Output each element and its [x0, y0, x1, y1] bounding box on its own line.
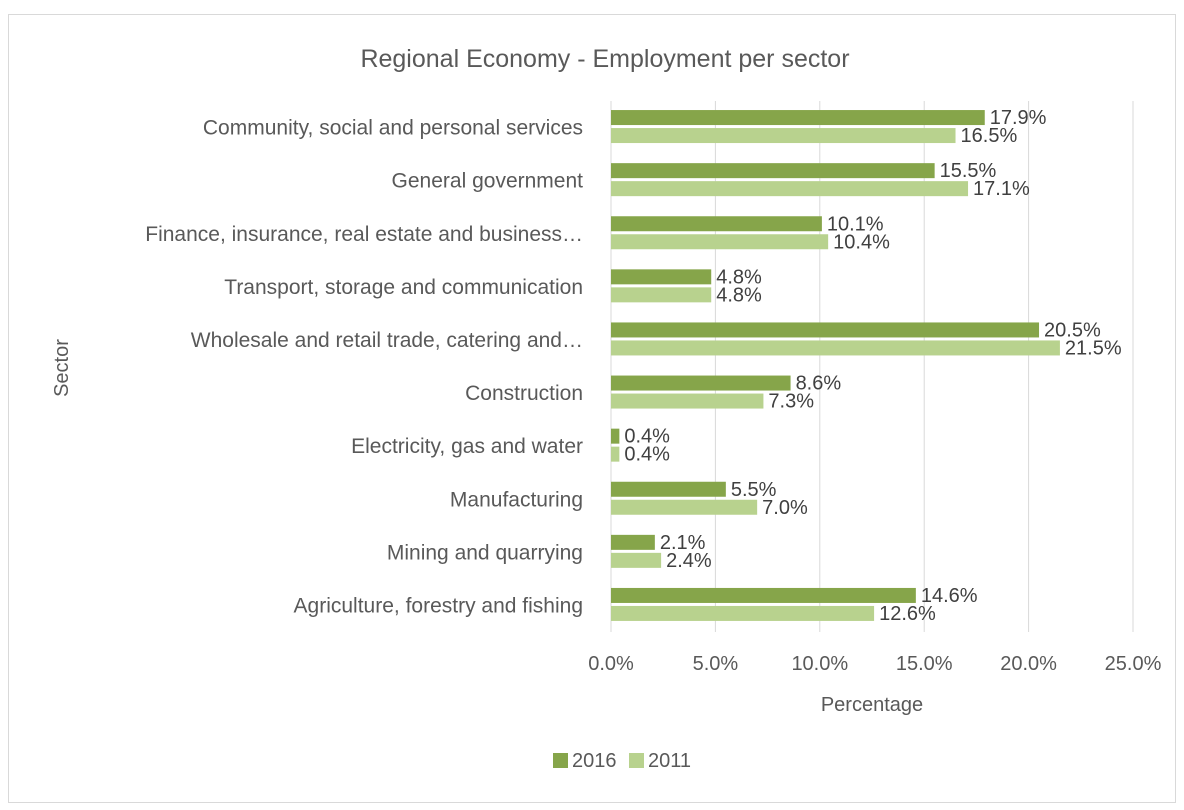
bar-2016: [611, 534, 655, 550]
data-label-2011: 17.1%: [973, 178, 1030, 200]
legend-label-2016: 2016: [572, 750, 617, 772]
data-label-2011: 7.0%: [762, 497, 808, 519]
bar-2011: [611, 287, 712, 303]
bar-2011: [611, 446, 620, 462]
bar-2011: [611, 234, 829, 250]
x-tick-label: 0.0%: [588, 653, 634, 675]
x-tick-label: 15.0%: [896, 653, 953, 675]
data-label-2016: 17.9%: [990, 107, 1047, 129]
y-axis-title: Sector: [51, 339, 73, 397]
category-label: Community, social and personal services: [203, 117, 583, 140]
x-tick-label: 10.0%: [791, 653, 848, 675]
bar-2011: [611, 181, 969, 197]
x-tick-label: 5.0%: [693, 653, 739, 675]
bar-2011: [611, 340, 1060, 356]
bar-2016: [611, 269, 712, 285]
bar-2011: [611, 605, 875, 621]
data-label-2016: 20.5%: [1044, 319, 1101, 341]
legend-label-2011: 2011: [648, 750, 691, 772]
bar-2016: [611, 481, 726, 497]
data-label-2016: 5.5%: [731, 479, 777, 501]
x-axis-title: Percentage: [821, 694, 923, 716]
category-label: Wholesale and retail trade, catering and…: [191, 329, 583, 352]
data-label-2016: 4.8%: [716, 266, 762, 288]
category-label: Transport, storage and communication: [224, 276, 583, 299]
x-tick-label: 20.0%: [1000, 653, 1057, 675]
bar-2011: [611, 499, 758, 515]
bars: [611, 110, 1060, 621]
category-label: Finance, insurance, real estate and busi…: [145, 223, 583, 246]
data-label-2016: 8.6%: [796, 373, 842, 395]
x-tick-labels: 0.0% 5.0% 10.0% 15.0% 20.0% 25.0%: [588, 653, 1161, 675]
data-label-2016: 14.6%: [921, 585, 978, 607]
data-label-2011: 16.5%: [961, 125, 1018, 147]
bar-2011: [611, 128, 956, 144]
legend-swatch-2011: [629, 753, 644, 768]
category-label: General government: [392, 170, 584, 193]
legend-swatch-2016: [553, 753, 568, 768]
bar-2016: [611, 110, 985, 126]
data-label-2011: 0.4%: [624, 444, 670, 466]
data-label-2011: 7.3%: [768, 391, 814, 413]
data-label-2011: 4.8%: [716, 284, 762, 306]
bar-2016: [611, 216, 822, 232]
data-label-2016: 0.4%: [624, 426, 670, 448]
bar-2016: [611, 322, 1040, 338]
legend: 2016 2011: [553, 750, 691, 772]
bar-2016: [611, 375, 791, 391]
data-label-2011: 12.6%: [879, 603, 936, 625]
data-label-2016: 15.5%: [940, 160, 997, 182]
category-label: Mining and quarrying: [387, 541, 583, 564]
bar-2011: [611, 552, 662, 568]
data-label-2016: 10.1%: [827, 213, 884, 235]
bar-2011: [611, 393, 764, 409]
x-tick-label: 25.0%: [1105, 653, 1162, 675]
data-label-2011: 2.4%: [666, 550, 712, 572]
bar-2016: [611, 163, 935, 179]
bar-2016: [611, 428, 620, 444]
data-label-2011: 10.4%: [833, 231, 890, 253]
data-label-2016: 2.1%: [660, 532, 706, 554]
chart-frame: [8, 14, 1176, 803]
bar-2016: [611, 587, 916, 603]
data-labels: 17.9%16.5% 15.5%17.1% 10.1%10.4% 4.8%4.8% 20…: [624, 107, 1121, 625]
category-label: Construction: [465, 382, 583, 405]
data-label-2011: 21.5%: [1065, 337, 1122, 359]
category-labels: Community, social and personal services G…: [145, 117, 583, 618]
category-label: Manufacturing: [450, 488, 583, 511]
chart-title: Regional Economy - Employment per sector: [360, 45, 849, 73]
category-label: Agriculture, forestry and fishing: [294, 594, 583, 617]
category-label: Electricity, gas and water: [351, 435, 583, 458]
